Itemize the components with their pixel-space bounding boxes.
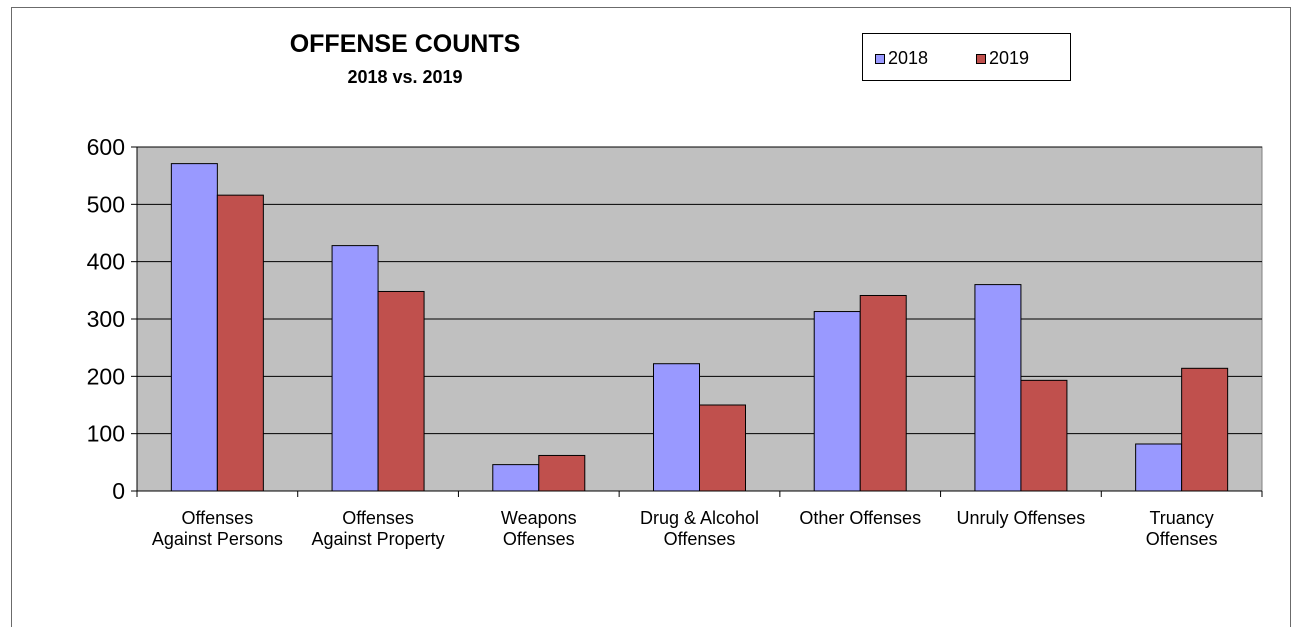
x-tick-label: Offenses — [664, 529, 736, 549]
legend-item-2018: 2018 — [875, 48, 928, 69]
bar-2019-6 — [1181, 367, 1229, 492]
y-tick-label: 400 — [87, 249, 125, 275]
bar-2018-0 — [170, 163, 218, 492]
chart-title: OFFENSE COUNTS — [289, 30, 521, 58]
chart-subtitle: 2018 vs. 2019 — [347, 67, 463, 87]
legend-item-2019: 2019 — [976, 48, 1029, 69]
x-tick-label: Drug & Alcohol — [640, 508, 759, 528]
bar-2019-0 — [216, 194, 264, 492]
legend-swatch-2019 — [976, 53, 986, 64]
x-tick-label: Offenses — [1146, 529, 1218, 549]
x-tick-label: Other Offenses — [799, 508, 921, 528]
legend-label-2019: 2019 — [989, 48, 1030, 68]
chart-legend: 2018 2019 — [862, 33, 1071, 81]
bar-2018-3 — [653, 363, 700, 492]
legend-label-2018: 2018 — [888, 48, 929, 68]
y-tick-label: 0 — [112, 478, 125, 504]
x-tick-label: Truancy — [1149, 508, 1213, 528]
y-tick-label: 300 — [87, 306, 125, 332]
x-tick-label: Offenses — [342, 508, 414, 528]
bar-2019-1 — [377, 290, 425, 492]
bar-2018-1 — [331, 245, 379, 492]
x-tick-label: Weapons — [501, 508, 577, 528]
bar-2019-4 — [859, 294, 907, 492]
bar-2018-2 — [492, 464, 540, 492]
x-tick-label: Against Property — [312, 529, 445, 549]
x-tick-label: Unruly Offenses — [957, 508, 1086, 528]
x-tick-label: Offenses — [503, 529, 575, 549]
bar-2019-5 — [1020, 379, 1068, 492]
legend-swatch-2018 — [875, 53, 885, 64]
bar-2018-6 — [1135, 443, 1183, 492]
bar-2018-5 — [974, 284, 1022, 492]
x-tick-label: Offenses — [181, 508, 253, 528]
bar-2019-3 — [699, 404, 746, 492]
y-tick-label: 500 — [87, 191, 125, 217]
x-tick-label: Against Persons — [152, 529, 283, 549]
bar-2019-2 — [538, 454, 586, 492]
bar-2018-4 — [813, 311, 861, 492]
y-tick-label: 200 — [87, 363, 125, 389]
y-tick-label: 600 — [87, 134, 125, 160]
y-tick-label: 100 — [87, 421, 125, 447]
